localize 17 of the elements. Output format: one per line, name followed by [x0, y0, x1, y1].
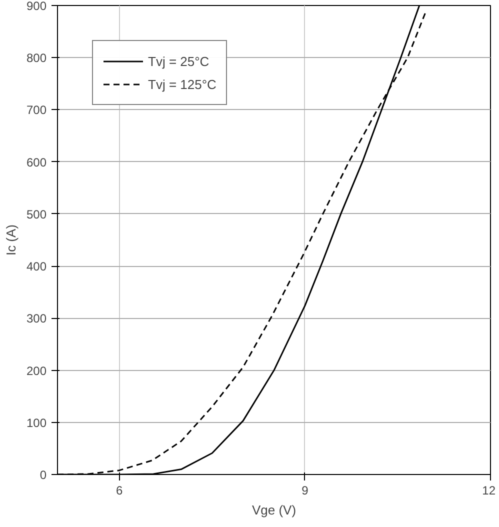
- y-tick-label: 200: [26, 364, 47, 378]
- legend-label: Tvj = 25°C: [148, 54, 210, 68]
- y-tick-label: 100: [26, 416, 47, 430]
- y-tick-label: 300: [26, 312, 47, 326]
- legend-label: Tvj = 125°C: [148, 76, 216, 92]
- y-tick-label: 900: [26, 0, 47, 13]
- y-tick-label: 500: [26, 207, 47, 222]
- x-axis-title: Vge (V): [252, 502, 296, 518]
- x-tick-label: 9: [302, 484, 309, 498]
- y-tick-label: 800: [26, 51, 47, 66]
- y-tick-label: 0: [40, 468, 47, 482]
- y-tick-label: 400: [26, 260, 47, 274]
- x-tick-label: 6: [116, 484, 124, 498]
- x-tick-label: 12: [482, 484, 496, 498]
- y-tick-label: 700: [26, 103, 47, 118]
- y-tick-label: 600: [26, 155, 47, 170]
- y-axis-title: Ic (A): [3, 224, 18, 256]
